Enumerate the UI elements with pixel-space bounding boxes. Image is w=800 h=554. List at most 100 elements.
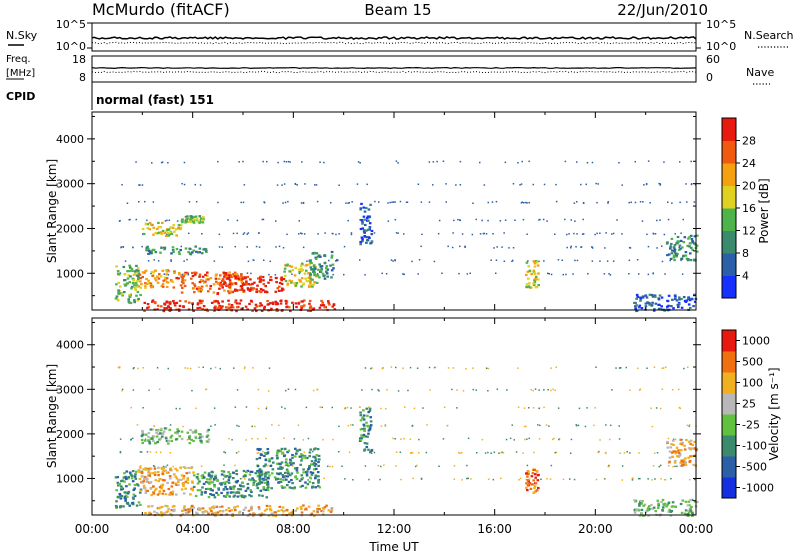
range-cell <box>689 439 693 442</box>
range-cell <box>216 511 220 514</box>
range-cell <box>280 279 283 282</box>
range-cell <box>156 308 159 311</box>
speckle-point <box>317 233 319 235</box>
speckle-point <box>566 246 568 249</box>
range-cell <box>183 284 187 288</box>
speckle-point <box>364 465 367 467</box>
speckle-point <box>434 366 437 369</box>
range-cell <box>525 286 528 289</box>
range-cell <box>687 514 690 517</box>
range-cell <box>283 274 287 277</box>
range-cell <box>537 284 540 287</box>
range-cell <box>318 458 321 461</box>
speckle-point <box>470 478 472 480</box>
speckle-point <box>459 184 462 186</box>
range-cell <box>359 419 363 422</box>
range-cell <box>232 491 235 494</box>
speckle-point <box>596 201 598 204</box>
speckle-point <box>243 184 246 186</box>
range-cell <box>163 479 166 482</box>
speckle-point <box>659 407 662 410</box>
range-cell <box>368 222 372 225</box>
range-cell <box>323 277 327 280</box>
range-cell <box>674 505 677 508</box>
speckle-point <box>570 247 572 249</box>
range-cell <box>188 216 192 219</box>
range-cell <box>191 487 194 490</box>
range-cell <box>198 273 202 276</box>
speckle-point <box>464 246 466 248</box>
speckle-point <box>437 232 440 235</box>
speckle-point <box>618 425 620 427</box>
speckle-point <box>485 367 488 369</box>
speckle-point <box>598 450 600 453</box>
speckle-point <box>573 232 575 235</box>
range-cell <box>678 298 681 301</box>
speckle-point <box>135 161 137 163</box>
range-cell <box>165 511 168 514</box>
range-cell <box>205 440 209 443</box>
range-cell <box>238 302 241 305</box>
range-cell <box>298 448 302 451</box>
speckle-point <box>528 407 530 409</box>
speckle-point <box>570 219 572 221</box>
range-cell <box>363 429 366 432</box>
range-cell <box>304 277 307 280</box>
range-cell <box>145 477 148 480</box>
range-cell <box>178 252 181 256</box>
range-cell <box>309 280 312 283</box>
range-cell <box>149 487 153 490</box>
speckle-point <box>645 183 648 186</box>
speckle-point <box>416 367 419 369</box>
range-cell <box>141 441 144 444</box>
speckle-point <box>420 478 423 480</box>
speckle-point <box>594 407 596 409</box>
range-cell <box>367 215 370 218</box>
speckle-point <box>493 247 495 249</box>
speckle-point <box>132 389 135 391</box>
range-cell <box>638 514 642 517</box>
range-cell <box>182 279 185 282</box>
range-cell <box>369 424 373 427</box>
speckle-point <box>188 201 191 203</box>
range-cell <box>224 282 227 285</box>
range-cell <box>677 451 681 454</box>
speckle-point <box>513 439 515 441</box>
speckle-point <box>389 201 391 204</box>
speckle-point <box>539 218 541 221</box>
speckle-point <box>501 246 503 248</box>
range-cell <box>207 278 210 281</box>
speckle-point <box>153 259 155 261</box>
speckle-point <box>257 407 260 410</box>
speckle-point <box>629 389 631 391</box>
range-cell <box>291 453 294 457</box>
range-cell <box>527 265 531 268</box>
range-cell <box>184 273 187 276</box>
range-cell <box>288 279 291 282</box>
range-cell <box>202 216 205 219</box>
speckle-point <box>577 424 580 427</box>
speckle-point <box>257 438 259 440</box>
range-cell <box>163 307 166 310</box>
range-cell <box>192 439 195 443</box>
range-cell <box>362 230 366 233</box>
range-cell <box>194 429 198 432</box>
speckle-point <box>409 366 412 369</box>
range-cell <box>301 477 305 480</box>
range-cell <box>234 288 237 292</box>
range-cell <box>318 276 321 279</box>
range-cell <box>263 305 266 308</box>
speckle-point <box>385 407 387 410</box>
speckle-point <box>546 220 548 222</box>
speckle-point <box>254 425 256 428</box>
range-cell <box>677 449 680 452</box>
range-cell <box>255 288 258 291</box>
speckle-point <box>200 465 203 467</box>
range-cell <box>246 469 250 472</box>
range-cell <box>207 428 210 431</box>
range-cell <box>146 245 149 248</box>
range-cell <box>256 284 259 287</box>
speckle-point <box>625 366 627 369</box>
range-cell <box>534 275 538 278</box>
range-cell <box>644 294 648 297</box>
